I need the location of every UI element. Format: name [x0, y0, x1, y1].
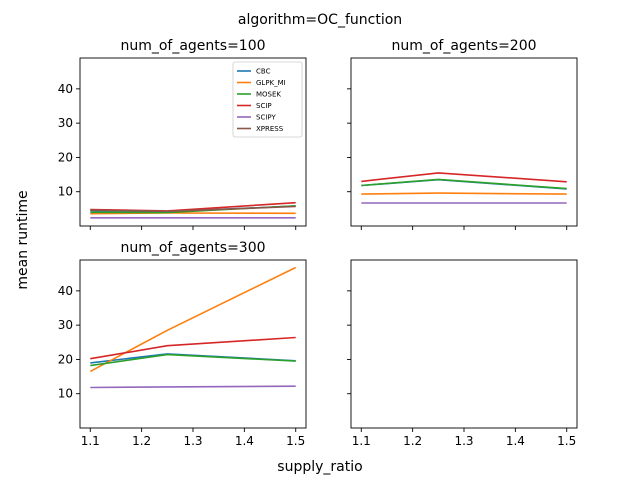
panel-3: 1.1 1.2 1.3 1.4 1.5 10 20 30 40 num_of_agents=300 — [58, 240, 307, 448]
legend-box — [232, 61, 303, 138]
legend-label-scip: SCIP — [256, 102, 272, 110]
y-tick-label: 30 — [58, 116, 73, 130]
y-tick-label: 30 — [58, 318, 73, 332]
x-tick-label: 1.2 — [132, 434, 151, 448]
series-line-glpk_mi — [361, 192, 567, 195]
x-tick-label: 1.2 — [403, 434, 422, 448]
x-tick-label: 1.3 — [183, 434, 202, 448]
legend-label-scipy: SCIPY — [256, 114, 276, 122]
y-tick-label: 20 — [58, 352, 73, 366]
y-tick-label: 40 — [58, 82, 73, 96]
x-tick-label: 1.4 — [506, 434, 525, 448]
chart-suptitle: algorithm=OC_function — [238, 12, 402, 28]
y-tick-label: 10 — [58, 387, 73, 401]
x-axis-label: supply_ratio — [277, 459, 362, 475]
y-axis-label: mean runtime — [15, 190, 31, 289]
legend: CBC GLPK_MI MOSEK SCIP SCIPY XPRESS — [232, 61, 303, 138]
legend-label-glpk_mi: GLPK_MI — [256, 79, 286, 87]
series-line-glpk_mi — [89, 266, 297, 373]
series-line-scipy — [90, 385, 296, 389]
axes-frame — [350, 259, 578, 429]
panel-title: num_of_agents=100 — [120, 38, 265, 54]
x-tick-label: 1.4 — [235, 434, 254, 448]
series-line-scip — [361, 172, 567, 183]
legend-label-mosek: MOSEK — [256, 91, 281, 99]
y-tick-label: 10 — [58, 185, 73, 199]
legend-label-xpress: XPRESS — [256, 125, 284, 133]
panel-2: num_of_agents=200 — [347, 38, 578, 230]
panel-title: num_of_agents=200 — [391, 38, 536, 54]
x-tick-label: 1.1 — [352, 434, 371, 448]
panel-title: num_of_agents=300 — [120, 240, 265, 256]
legend-label-cbc: CBC — [256, 68, 271, 76]
series-line-xpress — [90, 205, 296, 213]
y-tick-label: 20 — [58, 150, 73, 164]
panel-4: 1.1 1.2 1.3 1.4 1.5 — [347, 259, 578, 448]
panel-1: 10 20 30 40 num_of_agents=100 CBC GLPK_MI MOSEK… — [58, 38, 307, 230]
series-line-mosek — [361, 178, 567, 190]
x-tick-label: 1.5 — [286, 434, 305, 448]
x-tick-label: 1.5 — [557, 434, 576, 448]
x-tick-label: 1.1 — [81, 434, 100, 448]
y-tick-label: 40 — [58, 284, 73, 298]
x-tick-label: 1.3 — [454, 434, 473, 448]
series-line-scip — [90, 336, 296, 360]
axes-frame — [350, 57, 578, 227]
series-line-mosek — [90, 353, 296, 367]
